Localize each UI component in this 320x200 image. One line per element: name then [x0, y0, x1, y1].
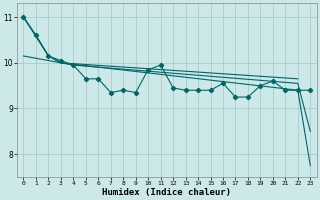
X-axis label: Humidex (Indice chaleur): Humidex (Indice chaleur) [102, 188, 231, 197]
